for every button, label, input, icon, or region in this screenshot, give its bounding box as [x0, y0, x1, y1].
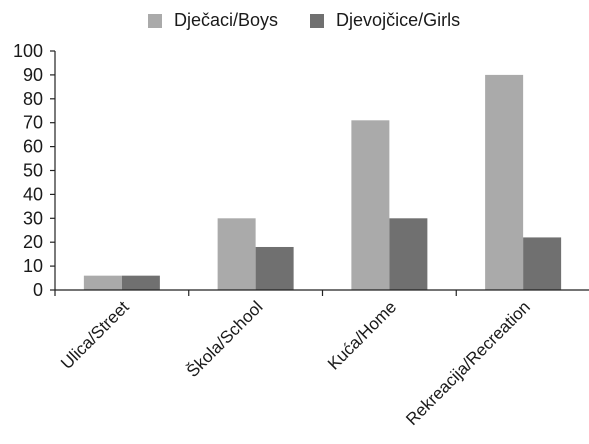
bar-girls-1: [255, 246, 294, 290]
y-tick-label-4: 40: [23, 184, 43, 204]
y-tick-label-7: 70: [23, 113, 43, 133]
bar-boys-3: [485, 74, 524, 291]
x-tick-label-2: Kuća/Home: [324, 297, 400, 373]
legend-swatch-girls: [310, 13, 325, 28]
y-tick-label-8: 80: [23, 89, 43, 109]
legend-item-boys: Dječaci/Boys: [148, 10, 278, 31]
bar-girls-2: [389, 218, 428, 290]
legend-label-boys: Dječaci/Boys: [174, 10, 279, 30]
bar-boys-2: [351, 120, 390, 290]
y-tick-label-6: 60: [23, 137, 43, 157]
y-tick-label-10: 100: [13, 41, 43, 61]
y-tick-label-0: 0: [33, 280, 43, 300]
y-tick-label-1: 10: [23, 256, 43, 276]
y-tick-label-9: 90: [23, 65, 43, 85]
y-tick-label-2: 20: [23, 232, 43, 252]
bar-boys-0: [83, 275, 122, 290]
bar-boys-1: [217, 218, 256, 290]
y-tick-label-5: 50: [23, 161, 43, 181]
bar-girls-3: [523, 237, 562, 290]
legend-item-girls: Djevojčice/Girls: [310, 10, 460, 31]
y-tick-label-3: 30: [23, 208, 43, 228]
legend: Dječaci/Boys Djevojčice/Girls: [148, 10, 492, 31]
legend-label-girls: Djevojčice/Girls: [336, 10, 461, 30]
x-tick-label-0: Ulica/Street: [57, 297, 133, 373]
legend-swatch-boys: [148, 13, 162, 28]
bar-girls-0: [121, 275, 160, 290]
x-tick-label-3: Rekreacija/Recreation: [402, 297, 534, 429]
x-tick-label-1: Škola/School: [183, 297, 267, 381]
